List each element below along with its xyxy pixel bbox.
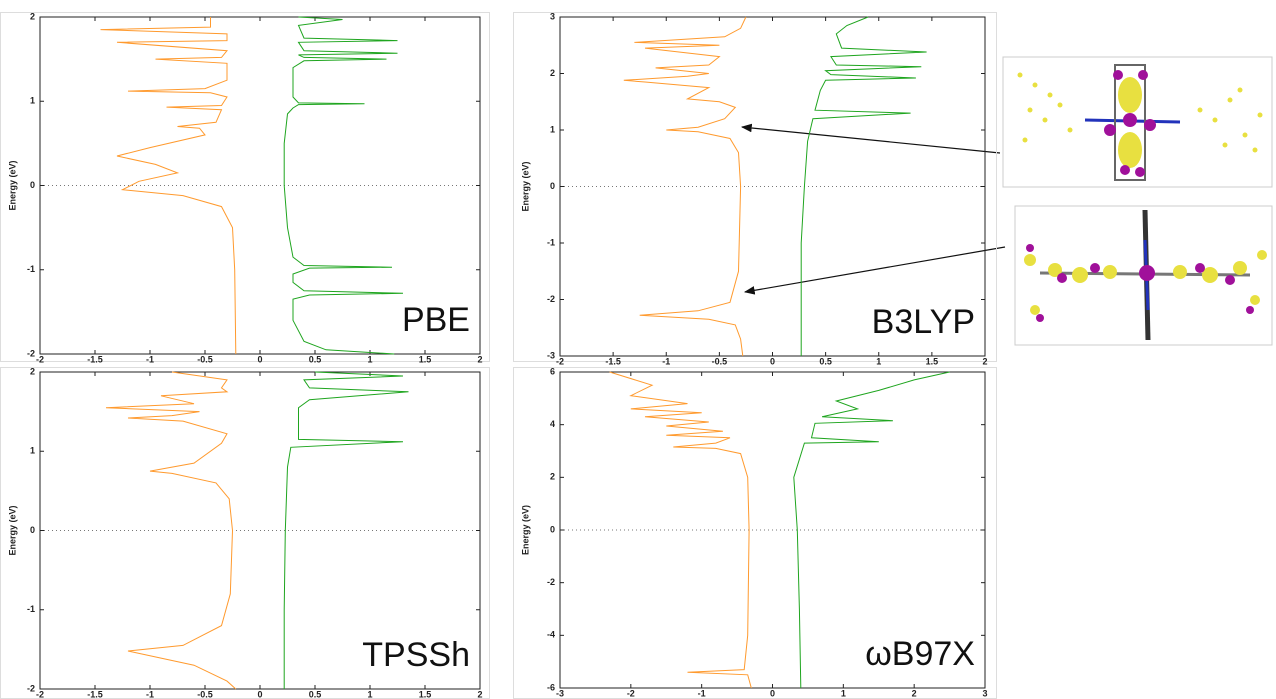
y-tick-label: -2 [27,348,35,358]
x-tick-label: 3 [982,688,987,698]
x-tick-label: 1 [367,689,372,699]
y-tick-label: 0 [30,525,35,535]
dos-curve [283,16,404,355]
y-tick-label: 0 [30,180,35,190]
x-tick-label: -1.5 [87,689,103,699]
x-tick-label: -1 [146,689,154,699]
method-label: ωB97X [865,635,975,673]
y-tick-label: 6 [550,366,555,376]
x-tick-label: -0.5 [197,354,213,364]
x-tick-label: 2 [912,688,917,698]
x-tick-label: 1 [367,354,372,364]
x-tick-label: 0.5 [819,356,832,366]
y-tick-label: -1 [27,264,35,274]
x-tick-label: 0 [257,354,262,364]
x-tick-label: -2 [36,689,44,699]
x-tick-label: 2 [477,354,482,364]
x-tick-label: 2 [477,689,482,699]
x-tick-label: 2 [982,356,987,366]
arrow [743,246,1006,295]
x-tick-label: -1 [662,356,670,366]
y-tick-label: 0 [550,524,555,534]
orbital-image-bottom [1014,205,1273,346]
y-tick-label: 2 [30,11,35,21]
y-tick-label: 2 [550,472,555,482]
x-tick-label: -1 [146,354,154,364]
x-tick-label: 1 [876,356,881,366]
x-tick-label: 0.5 [309,354,322,364]
x-tick-label: 0.5 [309,689,322,699]
x-tick-label: 1 [841,688,846,698]
y-axis-label: Energy (eV) [7,505,17,555]
x-tick-label: 1.5 [419,689,432,699]
y-axis-label: Energy (eV) [520,505,530,555]
dos-curve [283,371,409,689]
x-tick-label: 0 [770,688,775,698]
x-tick-label: -1.5 [605,356,621,366]
y-tick-label: 4 [550,419,555,429]
y-axis-label: Energy (eV) [520,161,530,211]
x-tick-label: 1.5 [419,354,432,364]
y-tick-label: -2 [547,577,555,587]
method-label: PBE [402,301,470,339]
panel-frame [0,12,490,362]
y-tick-label: 3 [550,11,555,21]
chart-panel: -3 -2 -1 0 1 2 3 -6 -4 -2 0 2 4 6 Energy (eV) ωB97X [513,366,997,699]
y-tick-label: -3 [547,350,555,360]
dos-curve [623,16,747,357]
y-tick-label: 1 [550,124,555,134]
x-tick-label: -0.5 [712,356,728,366]
dos-curve [105,371,237,690]
dos-curve [793,371,950,689]
method-label: B3LYP [872,303,975,341]
y-tick-label: 1 [30,96,35,106]
x-tick-label: -2 [627,688,635,698]
y-tick-label: 0 [550,181,555,191]
x-tick-label: 0 [257,689,262,699]
y-tick-label: -4 [547,630,555,640]
chart-panel: -2 -1.5 -1 -0.5 0 0.5 1 1.5 2 -2 -1 0 1 2 Energy (eV) P… [0,11,490,364]
y-tick-label: -1 [547,237,555,247]
panel-frame [513,12,997,362]
x-tick-label: -0.5 [197,689,213,699]
x-tick-label: 1.5 [926,356,939,366]
x-tick-label: -2 [36,354,44,364]
x-tick-label: -2 [556,356,564,366]
chart-panel: -2 -1.5 -1 -0.5 0 0.5 1 1.5 2 -2 -1 0 1 2 Energy (eV) T… [0,366,490,699]
y-tick-label: 1 [30,446,35,456]
method-label: TPSSh [362,636,470,674]
dos-curve [609,371,752,689]
orbital-image-top [1002,56,1273,188]
y-tick-label: -2 [27,683,35,693]
dos-curve [100,17,237,355]
y-tick-label: 2 [30,366,35,376]
y-tick-label: 2 [550,68,555,78]
y-axis-label: Energy (eV) [7,160,17,210]
x-tick-label: 0 [770,356,775,366]
arrow [740,123,1001,154]
y-tick-label: -6 [547,682,555,692]
x-tick-label: -1 [698,688,706,698]
y-tick-label: -2 [547,294,555,304]
x-tick-label: -3 [556,688,564,698]
y-tick-label: -1 [27,604,35,614]
x-tick-label: -1.5 [87,354,103,364]
dos-curve [800,16,927,356]
